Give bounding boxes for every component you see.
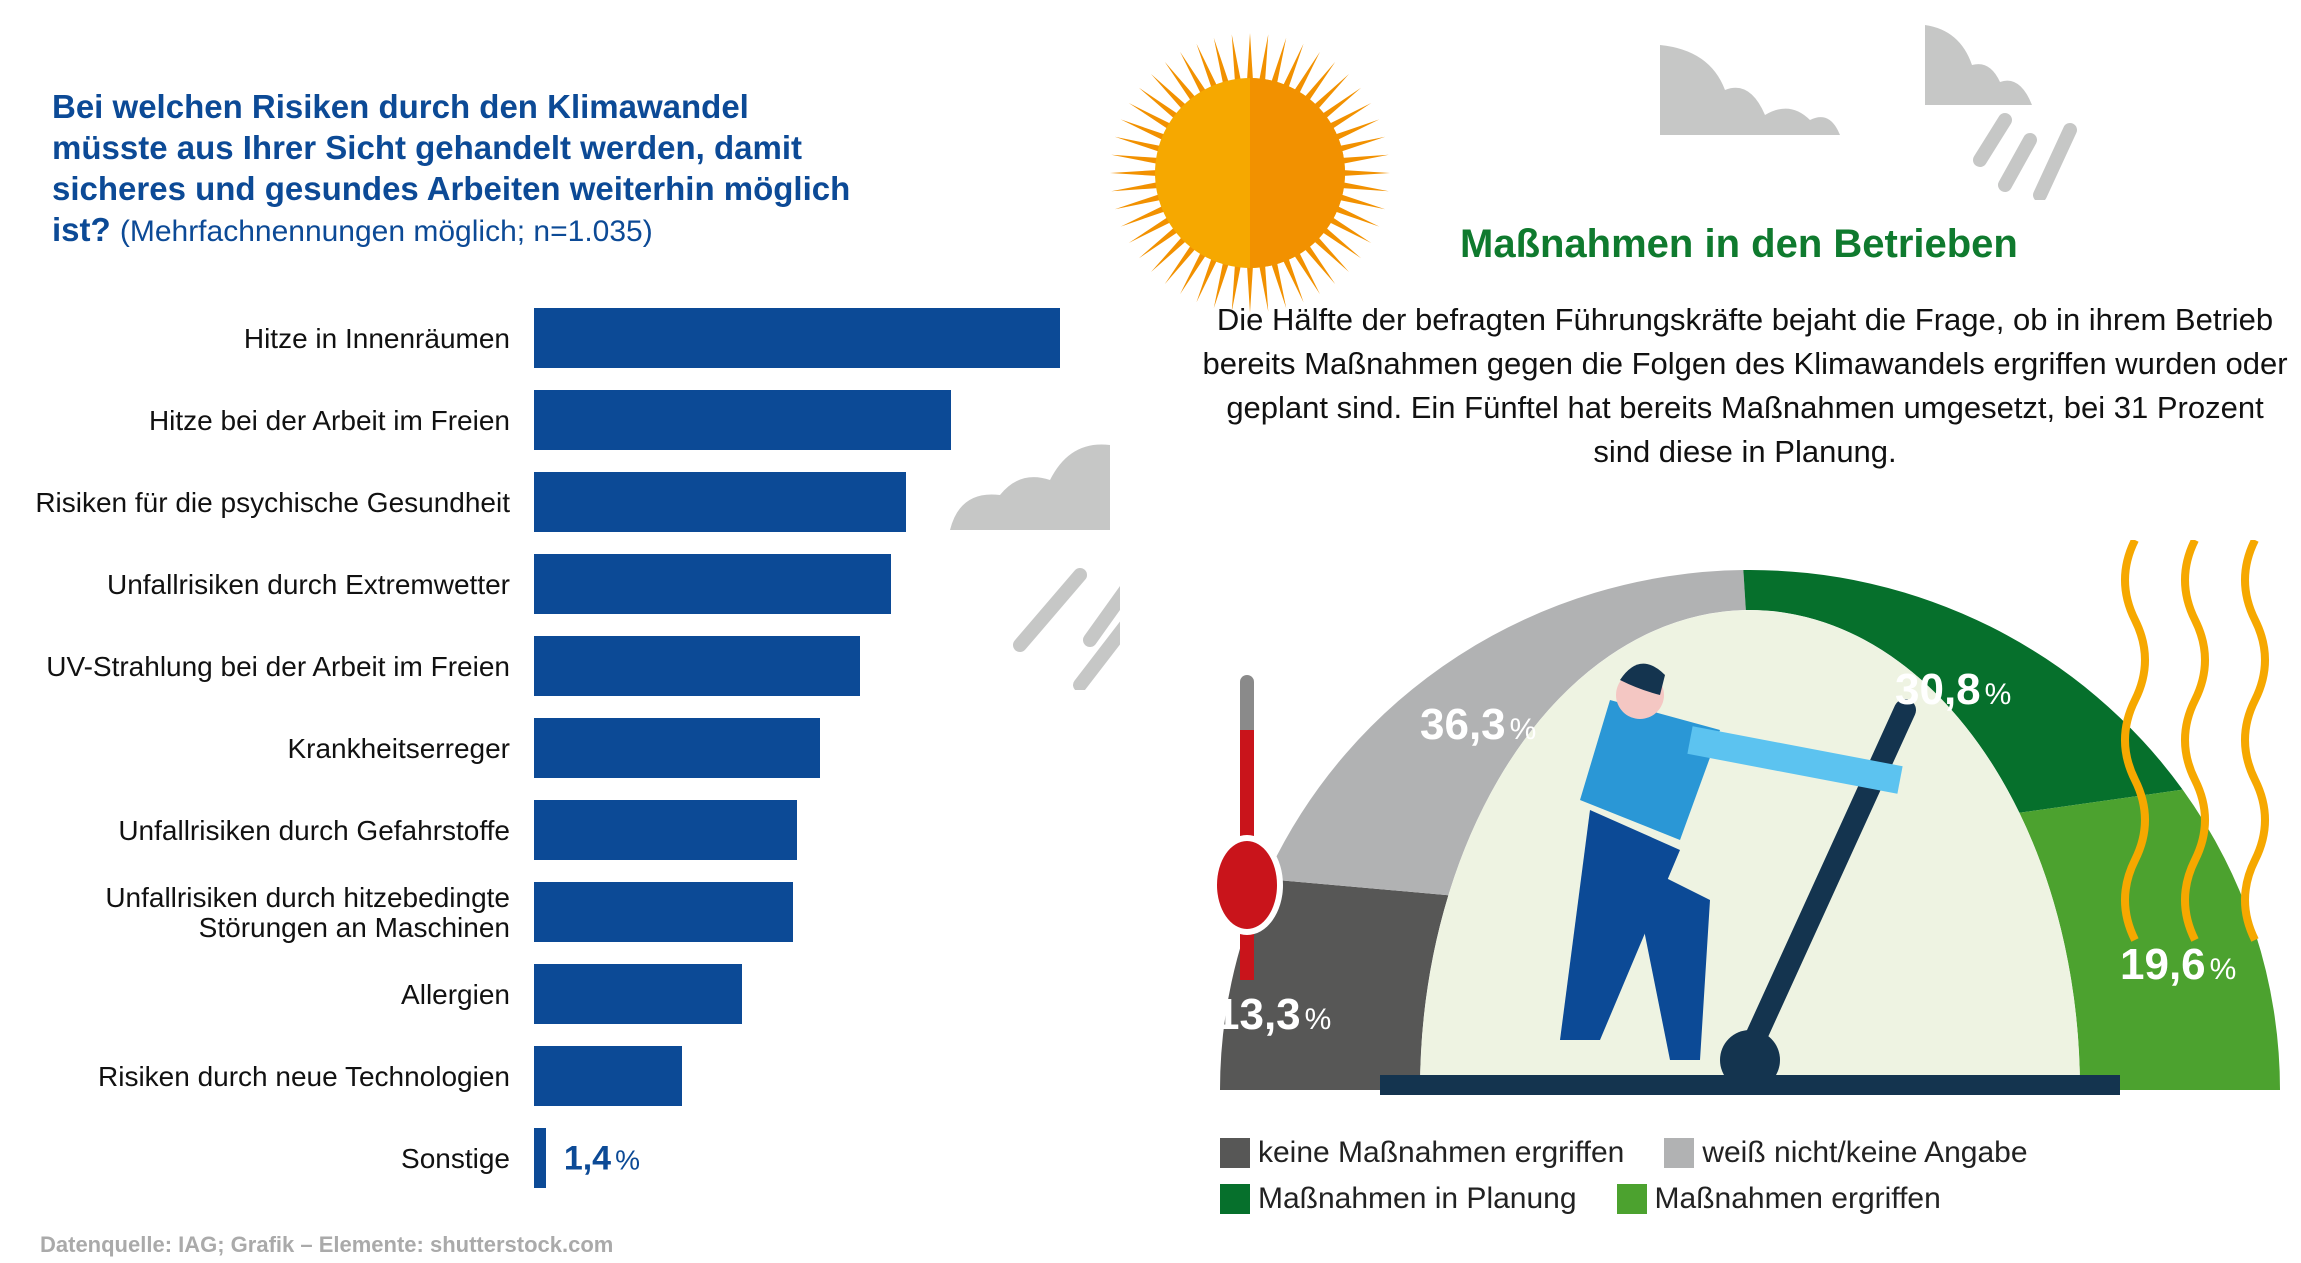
gauge-legend: keine Maßnahmen ergriffen weiß nicht/kein… bbox=[1220, 1130, 2120, 1222]
section-title: Maßnahmen in den Betrieben bbox=[1460, 222, 2018, 266]
bar bbox=[534, 1128, 546, 1188]
bar bbox=[534, 472, 907, 532]
legend-swatch bbox=[1220, 1184, 1250, 1214]
legend-swatch bbox=[1220, 1138, 1250, 1168]
bar-label: Unfallrisiken durch Extremwetter bbox=[106, 569, 510, 600]
legend-swatch bbox=[1664, 1138, 1695, 1168]
heat-waves-icon bbox=[2121, 540, 2269, 942]
legend-label: weiß nicht/keine Angabe bbox=[1702, 1136, 2028, 1169]
gauge-value: 36,3% bbox=[1420, 700, 1537, 749]
bar-label: Risiken durch neue Technologien bbox=[98, 1061, 510, 1092]
gauge-value: 13,3% bbox=[1215, 990, 1332, 1039]
legend-label: Maßnahmen ergriffen bbox=[1654, 1182, 1941, 1215]
bar bbox=[534, 554, 891, 614]
question-note: (Mehrfachnennungen möglich; n=1.035) bbox=[119, 215, 653, 248]
rain-cloud-icon bbox=[1925, 25, 2077, 200]
legend-label: Maßnahmen in Planung bbox=[1258, 1182, 1577, 1215]
legend-item: Maßnahmen in Planung bbox=[1220, 1176, 1577, 1222]
bar bbox=[534, 636, 860, 696]
legend-item: keine Maßnahmen ergriffen bbox=[1220, 1130, 1624, 1176]
gauge-value: 30,8% bbox=[1895, 665, 2012, 714]
cloud-icon bbox=[1660, 45, 1840, 135]
bar-label: Hitze bei der Arbeit im Freien bbox=[148, 405, 510, 436]
rain-cloud-icon bbox=[950, 444, 1120, 690]
thermometer-icon bbox=[1211, 675, 1283, 980]
legend-swatch bbox=[1616, 1184, 1647, 1214]
source-footer: Datenquelle: IAG; Grafik – Elemente: shu… bbox=[40, 1232, 614, 1257]
gauge-value: 19,6% bbox=[2120, 940, 2237, 989]
bar-label: Allergien bbox=[401, 979, 510, 1010]
question-title: Bei welchen Risiken durch den Klimawande… bbox=[52, 86, 872, 252]
section-text: Die Hälfte der befragten Führungskräfte … bbox=[1202, 302, 2288, 469]
bar-label: Sonstige bbox=[401, 1143, 510, 1174]
question-text: Bei welchen Risiken durch den Klimawande… bbox=[52, 88, 851, 248]
bar-label: Unfallrisiken durch hitzebedingte Störun… bbox=[105, 882, 510, 943]
bar bbox=[534, 800, 797, 860]
bar bbox=[534, 390, 951, 450]
bar-label: Unfallrisiken durch Gefahrstoffe bbox=[118, 815, 510, 846]
bar bbox=[534, 308, 1060, 368]
legend-item: Maßnahmen ergriffen bbox=[1616, 1176, 1941, 1222]
legend-label: keine Maßnahmen ergriffen bbox=[1258, 1136, 1625, 1169]
legend-item: weiß nicht/keine Angabe bbox=[1664, 1130, 2028, 1176]
bar bbox=[534, 718, 820, 778]
bar-label: Risiken für die psychische Gesundheit bbox=[35, 487, 510, 518]
bar-value: 1,4% bbox=[563, 1139, 640, 1178]
sun-icon bbox=[1110, 33, 1390, 313]
bar-label: Krankheitserreger bbox=[287, 733, 510, 764]
bar-label: UV-Strahlung bei der Arbeit im Freien bbox=[46, 651, 510, 682]
bar bbox=[534, 1046, 682, 1106]
bar bbox=[534, 964, 743, 1024]
gauge-chart bbox=[1211, 540, 2280, 1095]
bar-label: Hitze in Innenräumen bbox=[243, 323, 510, 354]
bar bbox=[534, 882, 793, 942]
